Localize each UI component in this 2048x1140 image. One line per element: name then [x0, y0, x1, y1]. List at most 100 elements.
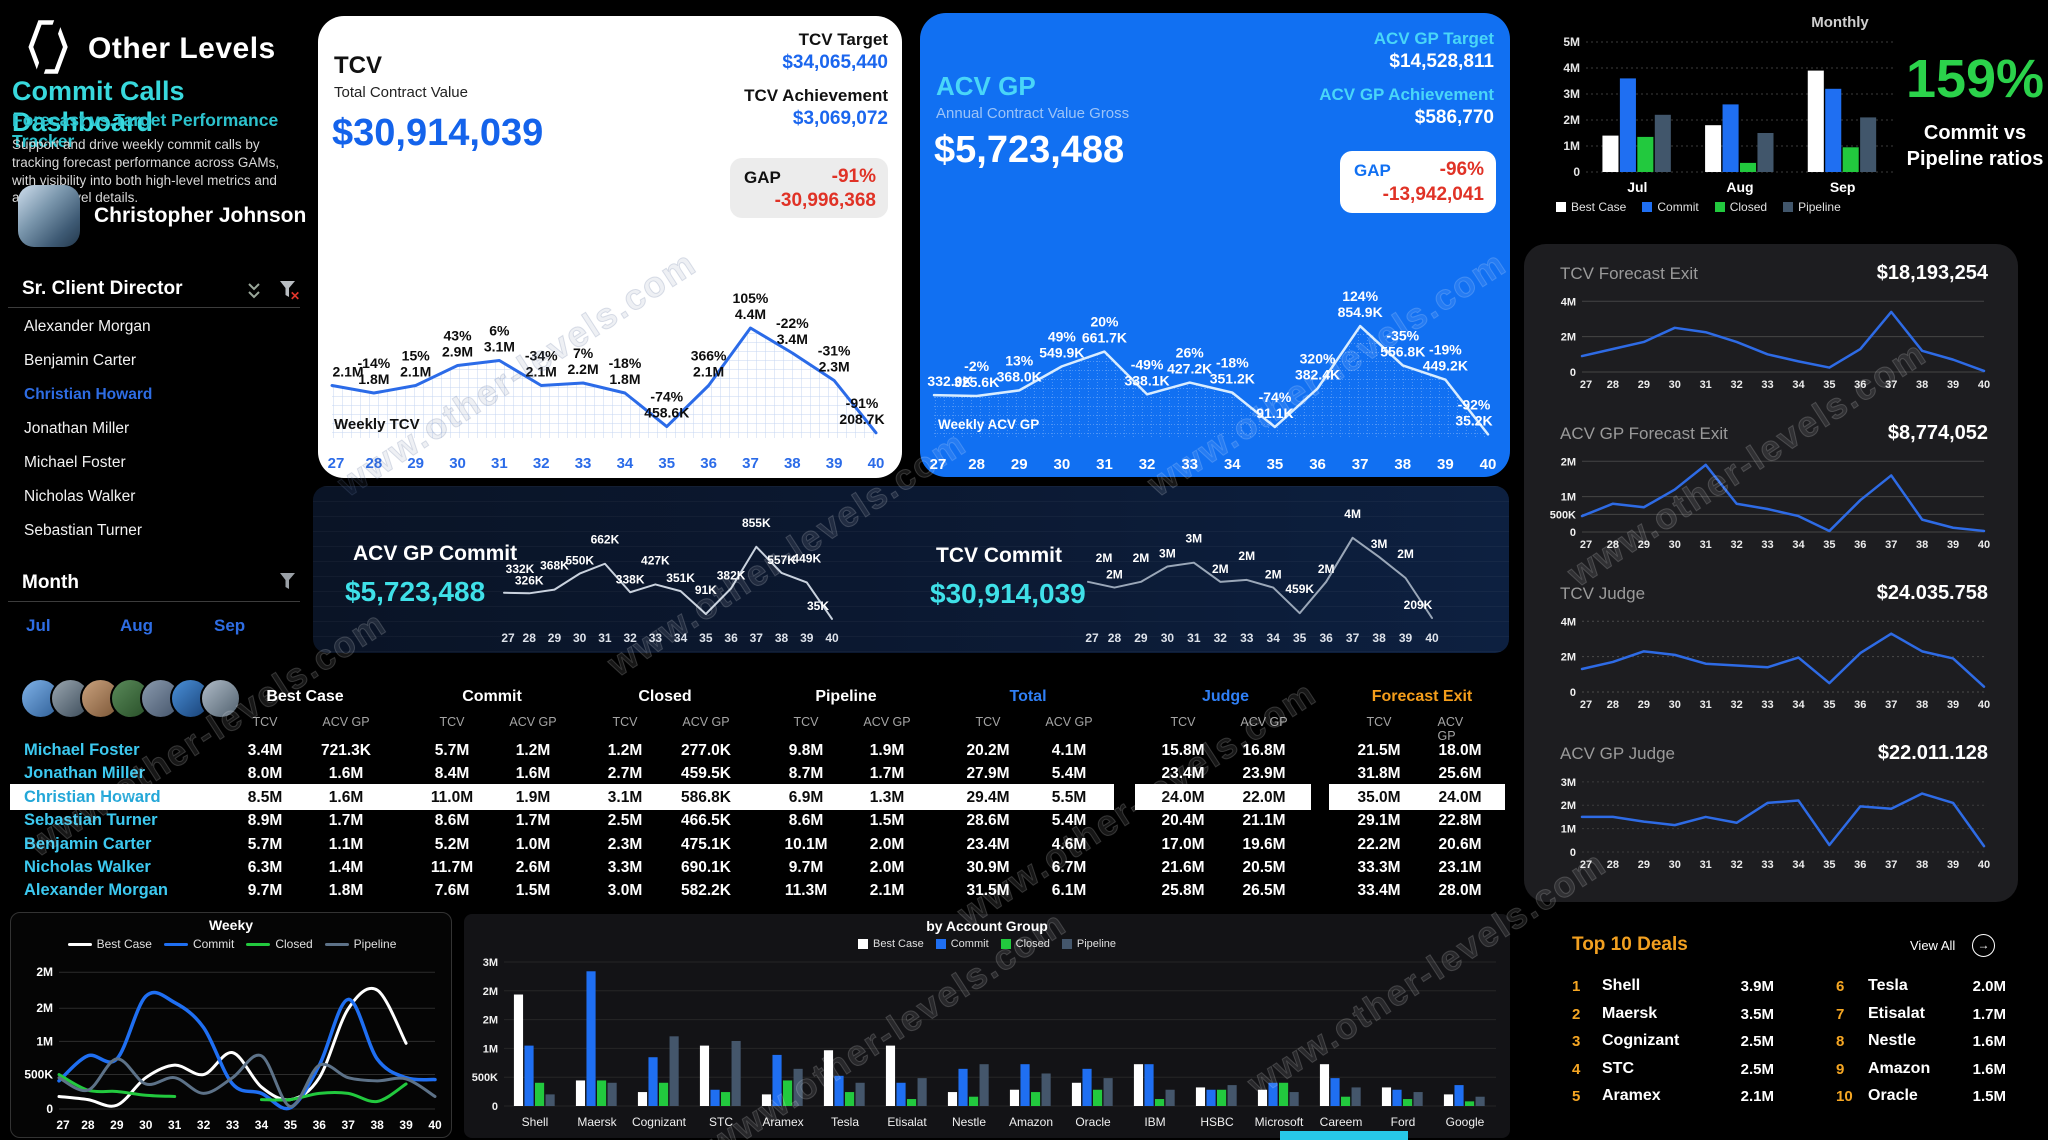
sidebar-item-person[interactable]: Nicholas Walker [24, 488, 136, 505]
svg-text:7%: 7% [573, 345, 594, 361]
sidebar-item-person[interactable]: Sebastian Turner [24, 522, 143, 539]
filter-clear-icon[interactable]: ✕ [278, 279, 300, 301]
svg-text:-18%: -18% [609, 355, 642, 371]
svg-text:35: 35 [1823, 699, 1835, 711]
table-subheader: ACV GP [509, 715, 557, 729]
svg-text:1.8M: 1.8M [358, 371, 389, 387]
table-row[interactable]: Christian Howard 8.5M 1.6M 11.0M 1.9M 3.1M 586… [10, 783, 1505, 810]
highlight-strip [1135, 783, 1311, 810]
svg-text:2.9M: 2.9M [442, 344, 473, 360]
account-group-legend: Best Case Commit Closed Pipeline [464, 938, 1510, 950]
table-cell: 5.4M [1051, 812, 1087, 830]
table-row[interactable]: Sebastian Turner 8.9M 1.7M 8.6M 1.7M 2.5M 466.… [10, 809, 1505, 832]
svg-text:1M: 1M [1561, 824, 1576, 836]
view-all-link[interactable]: View All [1910, 938, 1956, 953]
svg-text:0: 0 [1570, 527, 1576, 539]
table-cell: 29.4M [966, 788, 1010, 806]
table-cell: 4.1M [1051, 742, 1087, 759]
deal-name[interactable]: Tesla [1868, 977, 1908, 994]
sidebar-item-person[interactable]: Michael Foster [24, 454, 126, 471]
svg-text:34: 34 [1792, 539, 1805, 551]
svg-text:-92%: -92% [1458, 396, 1491, 412]
svg-text:Cognizant: Cognizant [632, 1115, 687, 1129]
svg-text:40: 40 [1425, 631, 1439, 645]
legend-swatch [1714, 202, 1725, 212]
svg-text:557K: 557K [767, 553, 796, 567]
svg-text:30: 30 [139, 1118, 153, 1132]
role-filter-label: Sr. Client Director [22, 278, 183, 299]
svg-text:4M: 4M [1344, 507, 1361, 521]
legend-swatch [1556, 202, 1566, 212]
deal-name[interactable]: Amazon [1868, 1059, 1931, 1077]
month-link[interactable]: Aug [120, 616, 154, 635]
svg-text:40: 40 [428, 1118, 442, 1132]
svg-text:36: 36 [1854, 699, 1866, 711]
acv-achievement-label: ACV GP Achievement [1319, 85, 1494, 104]
svg-text:35K: 35K [807, 599, 829, 613]
deal-name[interactable]: Shell [1602, 977, 1641, 994]
deal-name[interactable]: Cognizant [1602, 1032, 1680, 1049]
month-link[interactable]: Sep [214, 616, 246, 635]
svg-text:2.1M: 2.1M [332, 364, 363, 380]
sidebar-item-person[interactable]: Alexander Morgan [24, 318, 151, 335]
month-link[interactable]: Jul [26, 616, 51, 635]
table-group-header: Forecast Exit [1371, 688, 1473, 705]
svg-text:38: 38 [370, 1118, 384, 1132]
svg-text:39: 39 [1947, 379, 1959, 391]
svg-text:Nestle: Nestle [952, 1115, 986, 1129]
svg-text:2M: 2M [1096, 551, 1113, 565]
table-row[interactable]: Alexander Morgan 9.7M 1.8M 7.6M 1.5M 3.0M 582.… [10, 879, 1505, 902]
svg-text:40: 40 [868, 455, 885, 472]
view-all-arrow-icon[interactable]: → [1972, 934, 1995, 957]
table-cell: 33.4M [1357, 882, 1401, 900]
table-cell: 9.7M [788, 859, 824, 876]
legend-label: Pipeline [1076, 938, 1117, 950]
highlight-strip [10, 783, 1114, 810]
svg-text:40: 40 [1978, 539, 1990, 551]
deal-name[interactable]: Aramex [1602, 1087, 1661, 1104]
panel-title-tcv-judge: TCV Judge [1560, 584, 1646, 603]
svg-text:2M: 2M [1318, 562, 1335, 576]
table-row[interactable]: Michael Foster 3.4M 721.3K 5.7M 1.2M 1.2M 277.… [10, 739, 1505, 762]
divider [8, 307, 300, 308]
svg-text:34: 34 [674, 631, 688, 645]
legend-swatch [1783, 202, 1794, 212]
svg-text:27: 27 [56, 1118, 70, 1132]
deal-name[interactable]: Maersk [1602, 1004, 1658, 1022]
user-name: Christopher Johnson [94, 204, 307, 227]
svg-text:31: 31 [598, 631, 612, 645]
svg-text:33: 33 [1761, 539, 1773, 551]
table-cell: 8.0M [247, 765, 283, 783]
table-row[interactable]: Nicholas Walker 6.3M 1.4M 11.7M 2.6M 3.3M 690.… [10, 856, 1505, 879]
svg-text:43%: 43% [444, 328, 473, 344]
deal-rank: 10 [1836, 1088, 1853, 1105]
svg-text:338K: 338K [616, 572, 645, 586]
panel-value-tcv-judge: $24.035.758 [1876, 582, 1988, 604]
table-cell: 11.7M [430, 859, 474, 876]
sidebar-item-person[interactable]: Benjamin Carter [24, 352, 136, 369]
svg-text:27: 27 [1580, 379, 1592, 391]
month-filter-icon[interactable] [278, 571, 300, 593]
sidebar-item-person[interactable]: Jonathan Miller [24, 420, 130, 437]
svg-text:0: 0 [1570, 367, 1576, 379]
svg-text:549.9K: 549.9K [1039, 344, 1084, 360]
svg-text:34: 34 [1792, 859, 1805, 871]
sidebar-item-person[interactable]: Christian Howard [24, 386, 153, 403]
table-cell: 9.7M [247, 882, 283, 900]
user-avatar [18, 185, 80, 247]
svg-text:0: 0 [1573, 165, 1580, 179]
deal-name[interactable]: STC [1602, 1059, 1634, 1077]
svg-text:29: 29 [1638, 859, 1650, 871]
deal-rank: 4 [1572, 1060, 1581, 1078]
deal-name[interactable]: Oracle [1868, 1087, 1918, 1104]
svg-text:351.2K: 351.2K [1210, 371, 1255, 387]
svg-text:30: 30 [449, 455, 466, 472]
table-row[interactable]: Benjamin Carter 5.7M 1.1M 5.2M 1.0M 2.3M 475.1… [10, 833, 1505, 856]
deal-name[interactable]: Nestle [1868, 1032, 1917, 1049]
table-row[interactable]: Jonathan Miller 8.0M 1.6M 8.4M 1.6M 2.7M 459.5… [10, 762, 1505, 785]
deal-name[interactable]: Etisalat [1868, 1004, 1925, 1022]
deal-value: 2.0M [1972, 978, 2006, 995]
acv-gp-judge-chart: 3M 2M 1M 0 27 28 29 30 31 32 33 34 35 36 37 38 39 40 [1542, 770, 1994, 874]
sidebar: Other Levels Commit Calls Dashboard Fore… [0, 0, 312, 1140]
sort-icon[interactable] [246, 281, 262, 301]
